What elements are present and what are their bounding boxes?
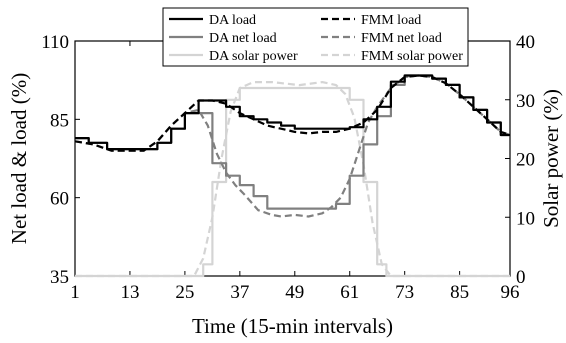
legend-label: FMM net load xyxy=(361,31,442,46)
legend-label: DA load xyxy=(209,13,256,28)
x-tick-label: 73 xyxy=(395,282,414,303)
right-y-axis-label: Solar power (%) xyxy=(539,89,563,228)
left-y-axis: 35 60 85 110 xyxy=(41,32,80,288)
left-y-tick-label: 35 xyxy=(50,267,69,288)
x-tick-label: 25 xyxy=(175,282,194,303)
left-y-tick-label: 110 xyxy=(41,32,69,53)
x-tick-label: 37 xyxy=(230,282,249,303)
series-line-fmm-net-load xyxy=(74,74,511,218)
x-tick-label: 13 xyxy=(120,282,139,303)
left-y-axis-label: Net load & load (%) xyxy=(7,73,31,244)
legend-box xyxy=(162,7,469,67)
legend: DA load FMM load DA net load FMM net load DA… xyxy=(162,7,469,67)
x-axis-label: Time (15-min intervals) xyxy=(192,314,393,338)
series-line-da-load xyxy=(75,74,510,151)
x-tick-label: 1 xyxy=(70,282,80,303)
legend-label: DA solar power xyxy=(209,49,298,64)
series-lines xyxy=(74,74,511,278)
left-y-tick-label: 85 xyxy=(50,110,69,131)
x-tick-label: 85 xyxy=(450,282,469,303)
x-tick-label: 61 xyxy=(340,282,359,303)
right-y-tick-label: 30 xyxy=(516,91,535,112)
series-line-fmm-load xyxy=(74,74,511,152)
x-axis: 1 13 25 37 49 61 73 85 96 xyxy=(70,41,520,303)
left-y-tick-label: 60 xyxy=(50,189,69,210)
right-y-tick-label: 40 xyxy=(516,32,535,53)
right-y-tick-label: 10 xyxy=(516,208,535,229)
right-y-tick-label: 0 xyxy=(516,267,526,288)
plot-area-border xyxy=(74,40,511,277)
legend-label: DA net load xyxy=(209,31,277,46)
right-y-axis: 0 10 20 30 40 xyxy=(505,32,535,288)
series-line-da-solar-power xyxy=(75,86,510,278)
legend-label: FMM solar power xyxy=(361,49,463,64)
series-line-fmm-solar-power xyxy=(75,81,510,278)
axes-frame xyxy=(74,40,511,277)
right-y-tick-label: 20 xyxy=(516,150,535,171)
x-tick-label: 49 xyxy=(285,282,304,303)
legend-label: FMM load xyxy=(361,13,421,28)
x-tick-label: 96 xyxy=(501,282,520,303)
series-line-da-net-load xyxy=(75,74,510,210)
